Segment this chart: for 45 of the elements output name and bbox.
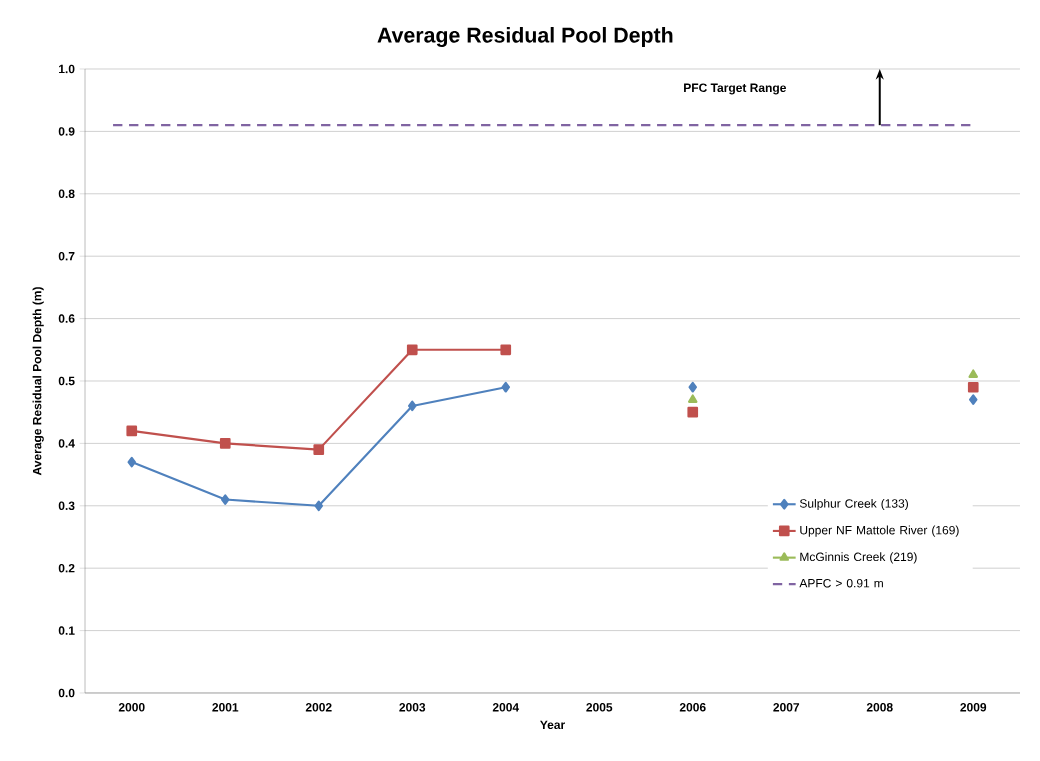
x-tick-label: 2008 [866,703,893,712]
point [220,494,230,505]
point [967,381,979,393]
y-tick-label: 0.7 [58,251,75,261]
legend-label: Sulphur Creek (133) [799,498,908,511]
x-tick-label: 2000 [118,703,145,712]
point [500,344,512,356]
x-axis-title: Year [540,720,565,730]
x-tick-label: 2005 [586,703,613,712]
point [688,381,698,393]
point [219,438,231,449]
point [687,394,698,403]
y-tick-label: 0.9 [58,127,75,136]
point [127,456,137,468]
x-tick-label: 2009 [960,703,987,712]
x-tick-label: 2003 [399,703,426,712]
y-tick-label: 0.1 [58,626,75,635]
legend-label: McGinnis Creek (219) [800,552,917,564]
y-tick-label: 1.0 [59,64,75,74]
chart-title: Average Residual Pool Depth [377,27,673,47]
y-tick-label: 0.5 [58,376,75,386]
point [126,425,138,437]
x-tick-label: 2007 [773,703,800,712]
x-tick-label: 2004 [492,703,520,712]
y-axis-title: Average Residual Pool Depth (m) [32,287,44,476]
point [687,406,699,418]
annotation: PFC Target Range [684,83,786,95]
legend-label: APFC > 0.91 m [799,578,883,588]
point [968,394,978,406]
y-tick-label: 0.0 [58,688,75,698]
y-tick-label: 0.6 [58,314,75,323]
y-tick-label: 0.8 [58,189,75,199]
point [314,500,324,512]
x-tick-label: 2002 [305,703,332,712]
point [406,344,418,356]
y-tick-label: 0.2 [58,563,75,573]
point [313,444,325,455]
point [501,381,511,393]
legend-label: Upper NF Mattole River (169) [800,525,959,537]
y-tick-label: 0.4 [58,439,75,448]
y-tick-label: 0.3 [58,501,75,511]
point [407,400,417,412]
point [968,369,979,378]
x-tick-label: 2006 [679,703,706,712]
x-tick-label: 2001 [212,703,239,712]
